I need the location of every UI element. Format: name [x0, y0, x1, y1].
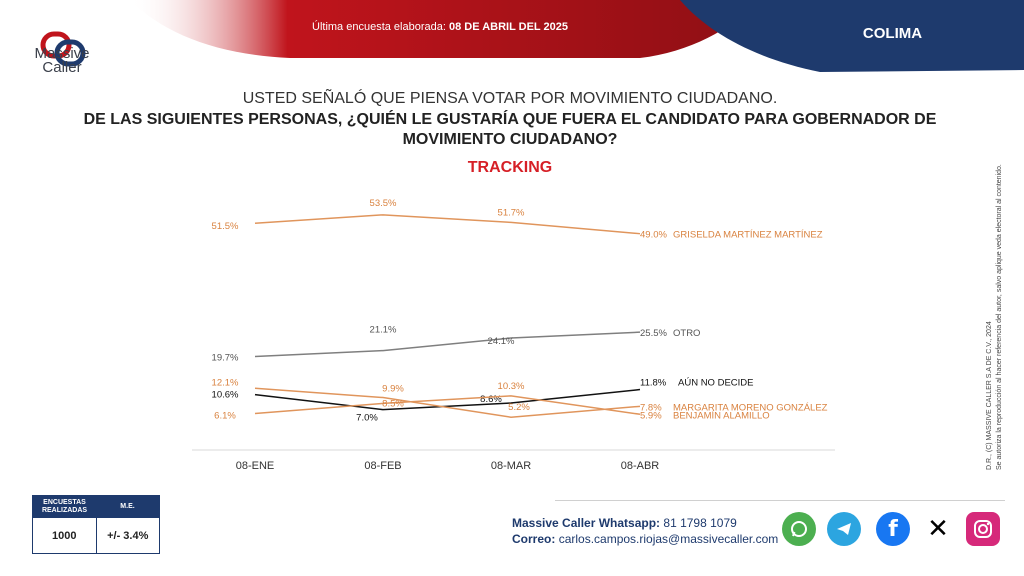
- x-tick-label: 08-ENE: [236, 460, 275, 472]
- series-name-label: GRISELDA MARTÍNEZ MARTÍNEZ: [673, 230, 823, 241]
- x-icon[interactable]: ✕: [921, 512, 955, 546]
- data-label: 10.3%: [498, 381, 525, 392]
- series-name-label: AÚN NO DECIDE: [678, 378, 753, 389]
- data-label: 12.1%: [212, 377, 239, 388]
- x-tick-label: 08-MAR: [491, 460, 531, 472]
- date-prefix: Última encuesta elaborada:: [312, 21, 449, 33]
- series-line: [254, 395, 641, 416]
- series-name-label: OTRO: [673, 328, 700, 339]
- last-survey-date: Última encuesta elaborada: 08 DE ABRIL D…: [200, 21, 680, 33]
- surveys-value: 1000: [33, 518, 97, 553]
- series-line: [254, 331, 641, 358]
- data-label: 24.1%: [488, 336, 515, 347]
- contact-divider: [555, 500, 1005, 501]
- tracking-label: TRACKING: [467, 159, 553, 176]
- data-label: 10.6%: [212, 390, 239, 401]
- data-label: 25.5%: [640, 328, 667, 339]
- margin-error-header: M.E.: [120, 503, 135, 510]
- instagram-icon[interactable]: [966, 512, 1000, 546]
- red-banner: [130, 0, 760, 58]
- data-label: 7.8%: [640, 402, 662, 413]
- massive-caller-logo: [40, 31, 86, 67]
- date-value: 08 DE ABRIL DEL 2025: [448, 21, 568, 33]
- margin-error-value: +/- 3.4%: [107, 529, 149, 542]
- data-label: 5.2%: [508, 402, 530, 413]
- data-label: 6.1%: [214, 410, 236, 421]
- question-title: DE LAS SIGUIENTES PERSONAS, ¿QUIÉN LE GU…: [83, 111, 937, 148]
- data-label: 21.1%: [370, 325, 397, 336]
- survey-stats-table: ENCUESTAS REALIZADAS M.E. 1000 +/- 3.4%: [32, 495, 160, 554]
- telegram-icon[interactable]: [827, 512, 861, 546]
- data-label: 8.5%: [382, 398, 404, 409]
- data-label: 5.9%: [640, 410, 662, 421]
- data-label: 11.8%: [640, 378, 667, 389]
- data-label: 8.6%: [480, 394, 502, 405]
- data-label: 9.9%: [382, 384, 404, 395]
- copyright-line-1: D.R., (C) MASSIVE CALLER S.A DE C.V., 20…: [986, 321, 993, 470]
- question-intro: USTED SEÑALÓ QUE PIENSA VOTAR POR MOVIMI…: [242, 90, 778, 107]
- facebook-icon[interactable]: f: [876, 512, 910, 546]
- data-label: 19.7%: [212, 352, 239, 363]
- copyright-line-2: Se autoriza la reproducción al hacer ref…: [996, 164, 1003, 470]
- data-label: 7.0%: [356, 413, 378, 424]
- data-label: 53.5%: [370, 198, 397, 209]
- x-tick-label: 08-FEB: [364, 460, 401, 472]
- series-name-label: BENJAMÍN ALAMILLO: [673, 410, 770, 421]
- series-name-label: MARGARITA MORENO GONZÁLEZ: [673, 402, 828, 413]
- copyright-note: D.R., (C) MASSIVE CALLER S.A DE C.V., 20…: [985, 110, 1005, 470]
- data-label: 49.0%: [640, 230, 667, 241]
- surveys-header: ENCUESTAS REALIZADAS: [41, 499, 88, 514]
- series-line: [254, 388, 641, 411]
- whatsapp-number[interactable]: 81 1798 1079: [663, 516, 737, 530]
- email-label: Correo:: [512, 532, 556, 546]
- data-label: 51.7%: [498, 207, 525, 218]
- navy-banner: [680, 0, 1024, 72]
- contact-info: Massive Caller Whatsapp: 81 1798 1079 Co…: [512, 515, 778, 547]
- data-label: 51.5%: [212, 221, 239, 232]
- logo-brand-name: Massive Caller: [34, 45, 90, 76]
- email-address[interactable]: carlos.campos.riojas@massivecaller.com: [558, 532, 779, 546]
- whatsapp-label: Massive Caller Whatsapp:: [512, 516, 661, 530]
- series-line: [254, 387, 641, 418]
- region-label: COLIMA: [862, 25, 923, 42]
- whatsapp-icon[interactable]: [782, 512, 816, 546]
- x-tick-label: 08-ABR: [621, 460, 660, 472]
- series-line: [254, 214, 641, 235]
